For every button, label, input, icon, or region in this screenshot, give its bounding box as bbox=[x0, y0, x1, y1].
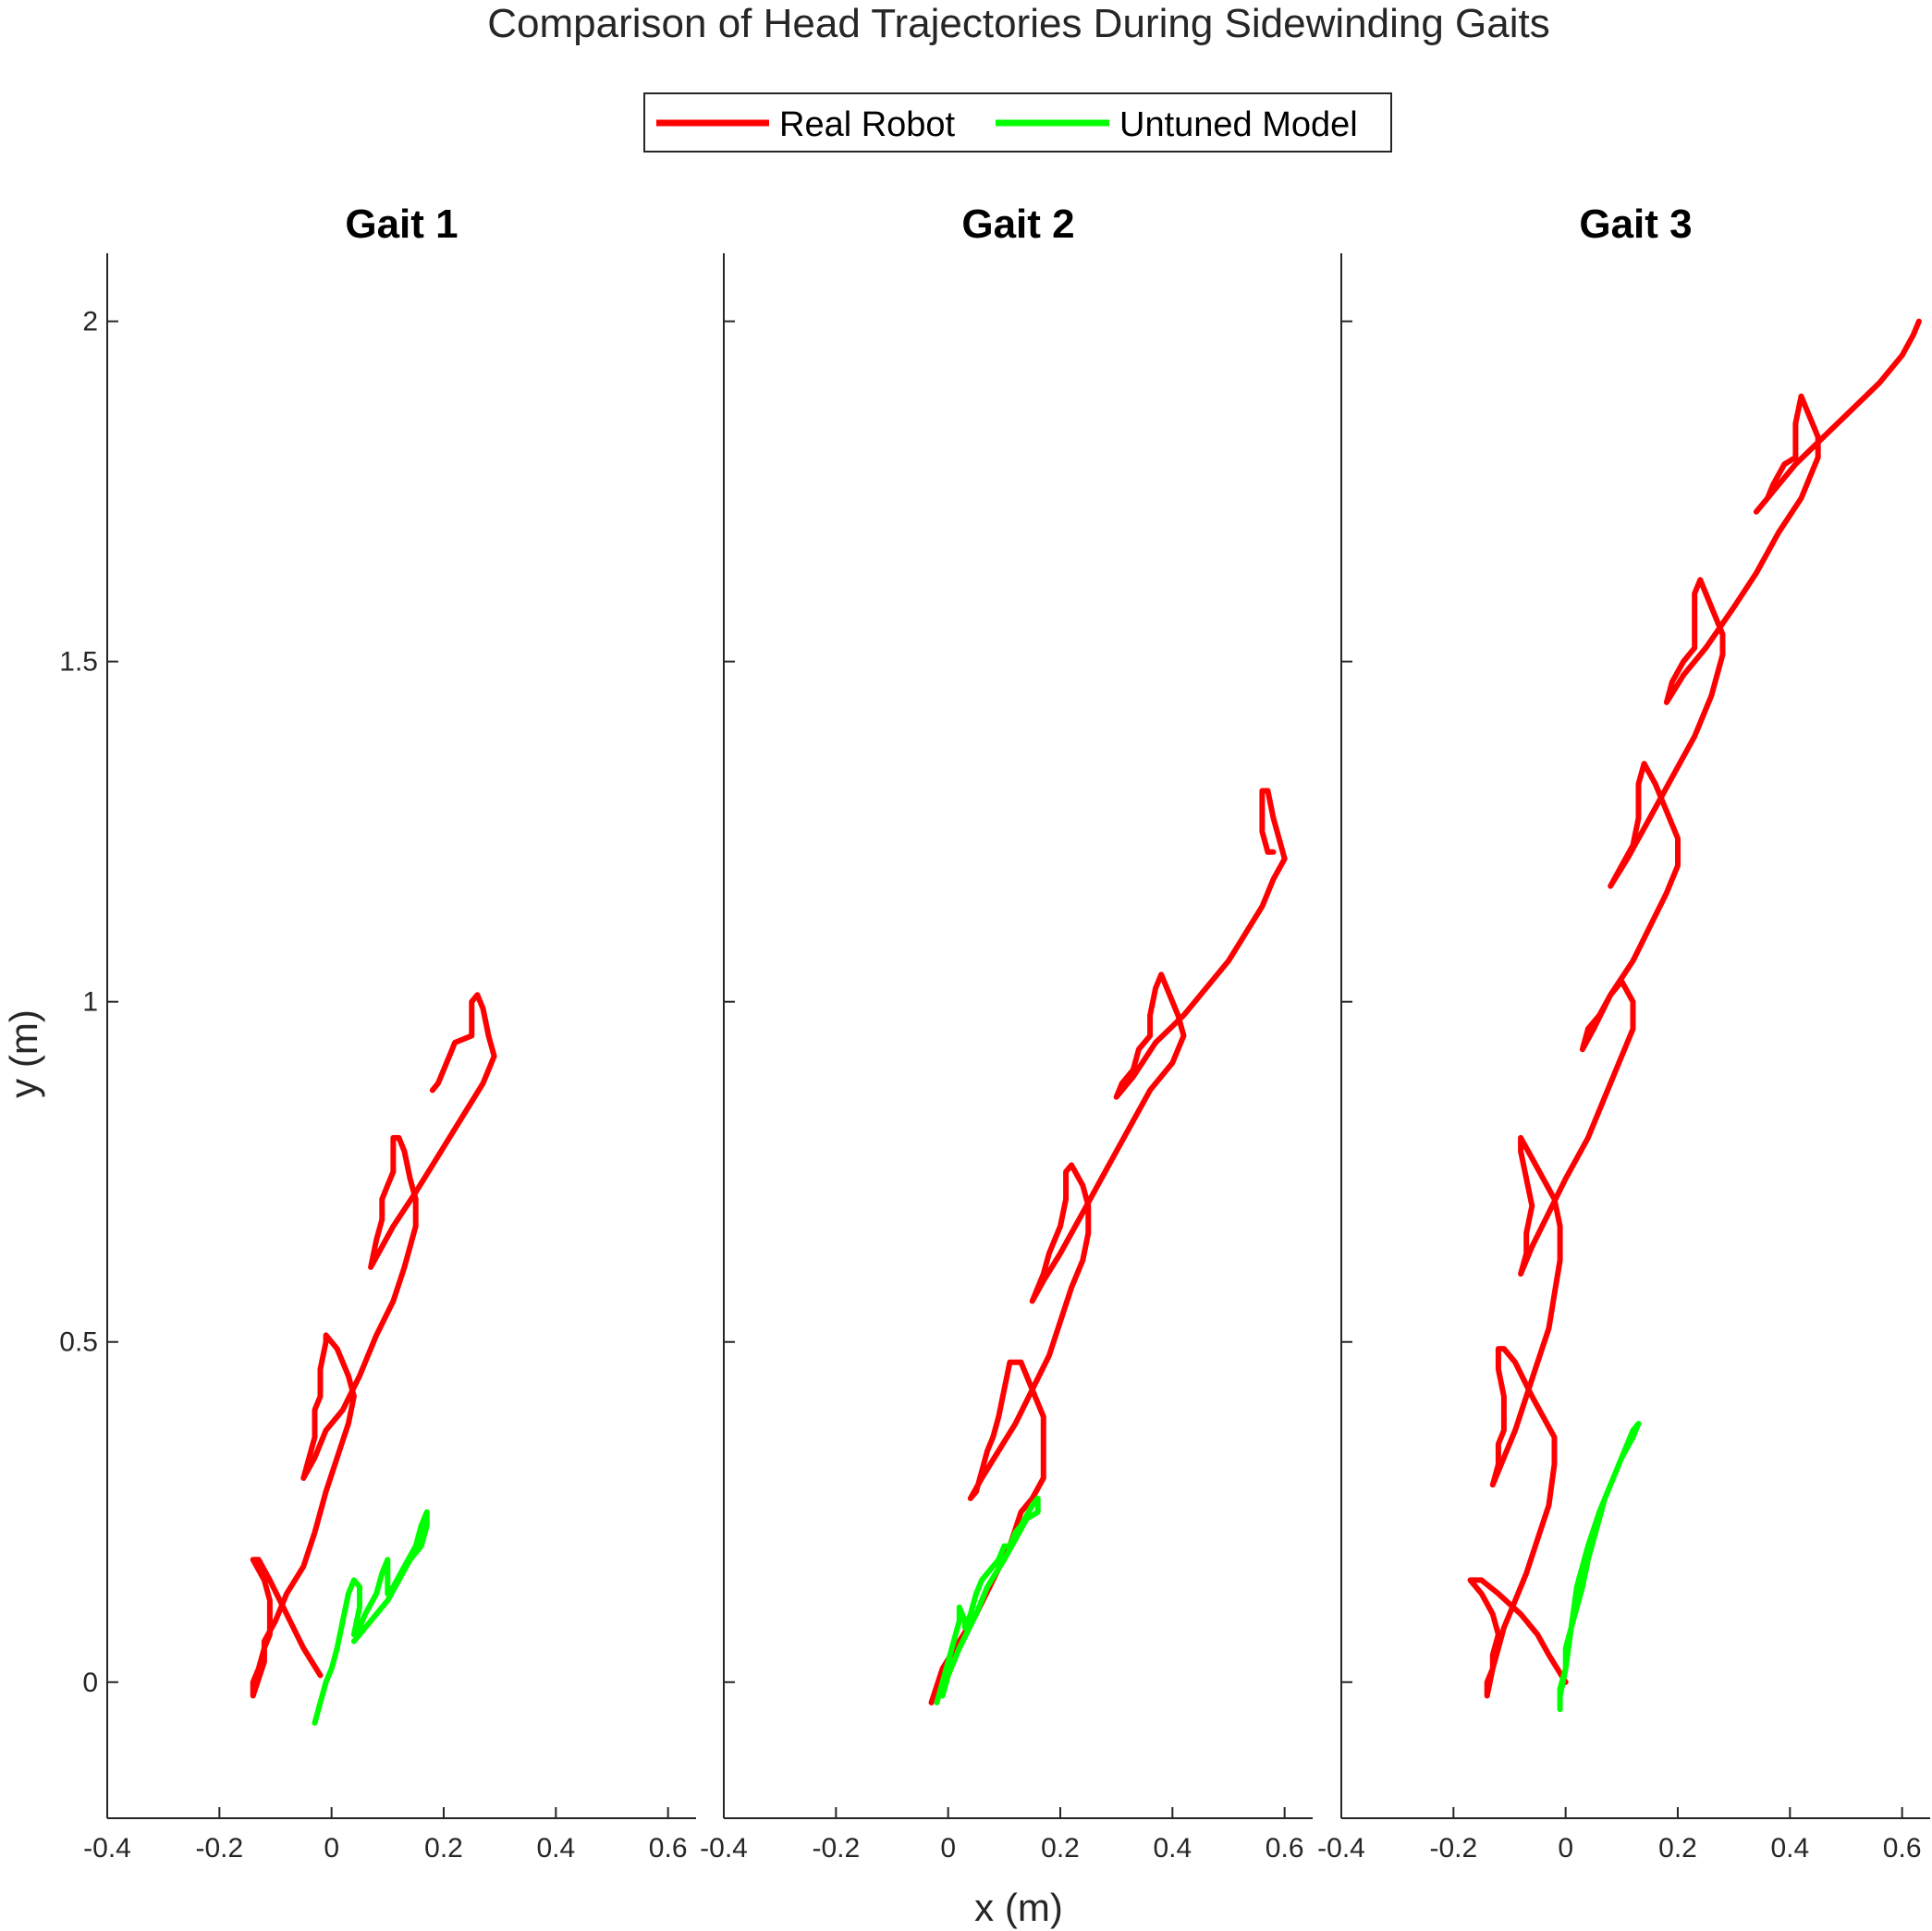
subplot-title: Gait 2 bbox=[961, 202, 1074, 247]
untuned-model-trajectory bbox=[312, 1509, 430, 1726]
subplot-3: Gait 3 -0.4 -0.2 0 0.2 0.4 0.6 bbox=[1317, 202, 1930, 1864]
x-tick-label: -0.2 bbox=[195, 1833, 243, 1864]
real-robot-trajectory bbox=[1467, 318, 1922, 1699]
subplot-title: Gait 1 bbox=[345, 202, 458, 247]
x-tick-label: 0 bbox=[940, 1833, 956, 1864]
x-tick-label: 0.6 bbox=[1266, 1833, 1304, 1864]
y-tick-label: 0 bbox=[82, 1668, 98, 1698]
x-tick-label: -0.2 bbox=[812, 1833, 860, 1864]
x-tick-label: 0.6 bbox=[1883, 1833, 1922, 1864]
legend-untuned-model-label: Untuned Model bbox=[1119, 105, 1358, 144]
subplot-2: Gait 2 -0.4 -0.2 0 0.2 0.4 0.6 bbox=[700, 202, 1313, 1864]
x-tick-label: -0.4 bbox=[1317, 1833, 1365, 1864]
x-tick-label: -0.2 bbox=[1429, 1833, 1477, 1864]
figure-title: Comparison of Head Trajectories During S… bbox=[487, 1, 1549, 46]
legend[interactable]: Real Robot Untuned Model bbox=[643, 92, 1392, 153]
subplot-title: Gait 3 bbox=[1579, 202, 1692, 247]
x-tick-label: 0.2 bbox=[424, 1833, 463, 1864]
y-tick-label: 0.5 bbox=[59, 1327, 98, 1358]
x-tick-label: 0.6 bbox=[649, 1833, 688, 1864]
x-tick-label: -0.4 bbox=[700, 1833, 748, 1864]
x-tick-label: 0.4 bbox=[1153, 1833, 1192, 1864]
real-robot-trajectory bbox=[928, 788, 1288, 1705]
real-robot-trajectory bbox=[250, 992, 497, 1699]
y-axis-label: y (m) bbox=[2, 1009, 45, 1098]
y-tick-label: 1 bbox=[82, 987, 98, 1018]
subplots: Gait 1 -0.4 -0.2 0 0.2 0.4 0.6 0 0.5 1 1.5 2 Gait 2 -… bbox=[59, 202, 1930, 1864]
x-tick-label: 0.4 bbox=[536, 1833, 575, 1864]
untuned-model-trajectory bbox=[1557, 1421, 1642, 1713]
legend-real-robot-label: Real Robot bbox=[779, 105, 956, 144]
subplot-1: Gait 1 -0.4 -0.2 0 0.2 0.4 0.6 0 0.5 1 1.5 2 bbox=[59, 202, 696, 1864]
x-axis-label: x (m) bbox=[974, 1886, 1063, 1929]
x-tick-label: 0.2 bbox=[1041, 1833, 1080, 1864]
y-tick-label: 2 bbox=[82, 307, 98, 337]
x-tick-label: -0.4 bbox=[83, 1833, 131, 1864]
x-tick-label: 0 bbox=[324, 1833, 339, 1864]
x-tick-label: 0.2 bbox=[1658, 1833, 1697, 1864]
x-tick-label: 0 bbox=[1558, 1833, 1573, 1864]
y-tick-label: 1.5 bbox=[59, 647, 98, 678]
untuned-model-trajectory bbox=[934, 1496, 1041, 1705]
x-tick-label: 0.4 bbox=[1770, 1833, 1809, 1864]
